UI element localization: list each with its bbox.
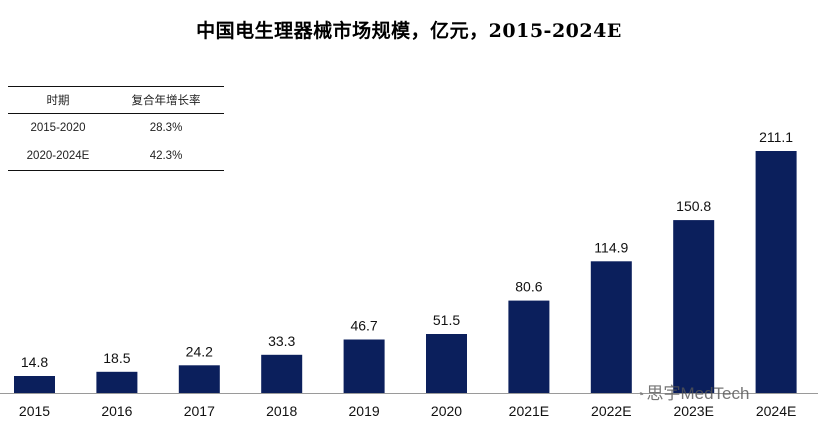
x-tick-label: 2016 bbox=[101, 403, 132, 419]
bar-value-label: 114.9 bbox=[594, 239, 628, 255]
cagr-table-row: 2020-2024E 42.3% bbox=[8, 142, 224, 171]
bar bbox=[14, 376, 55, 393]
bar-value-label: 14.8 bbox=[21, 354, 48, 370]
x-tick-label: 2020 bbox=[431, 403, 462, 419]
x-tick-label: 2024E bbox=[756, 403, 796, 419]
bar-value-label: 33.3 bbox=[268, 333, 295, 349]
bar bbox=[673, 220, 715, 393]
bar bbox=[508, 300, 550, 393]
bar bbox=[590, 261, 632, 393]
bar-value-label: 211.1 bbox=[759, 129, 793, 145]
bar bbox=[178, 365, 220, 393]
bar-value-label: 51.5 bbox=[433, 312, 460, 328]
bar bbox=[755, 151, 797, 393]
cagr-rate-cell: 28.3% bbox=[149, 122, 183, 134]
bar bbox=[96, 371, 138, 393]
x-tick-label: 2021E bbox=[509, 403, 549, 419]
cagr-header-period: 时期 bbox=[8, 86, 108, 114]
bar-value-label: 46.7 bbox=[350, 318, 377, 334]
x-tick-label: 2017 bbox=[184, 403, 215, 419]
wechat-icon: ◔ bbox=[636, 386, 645, 402]
x-tick-label: 2023E bbox=[673, 403, 713, 419]
watermark-text: 思宇MedTech bbox=[646, 384, 750, 403]
x-tick-label: 2018 bbox=[266, 403, 297, 419]
cagr-period-cell: 2020-2024E bbox=[8, 142, 108, 171]
cagr-table-row: 2015-2020 28.3% bbox=[8, 114, 224, 143]
bar-value-label: 24.2 bbox=[186, 343, 213, 359]
bar bbox=[426, 334, 467, 393]
bar-value-label: 150.8 bbox=[676, 198, 711, 214]
x-tick-label: 2019 bbox=[349, 403, 380, 419]
bar-value-label: 80.6 bbox=[515, 279, 542, 295]
cagr-period-cell: 2015-2020 bbox=[30, 122, 86, 134]
bar bbox=[343, 339, 385, 393]
bar-value-label: 18.5 bbox=[103, 350, 130, 366]
watermark: ◔ 思宇MedTech bbox=[636, 379, 749, 404]
cagr-rate-cell: 42.3% bbox=[108, 142, 224, 171]
x-tick-label: 2022E bbox=[591, 403, 631, 419]
cagr-table: 时期 复合年增长率 2015-2020 28.3% 2020-2024E 42.… bbox=[8, 86, 224, 171]
chart-title: 中国电生理器械市场规模，亿元，2015-2024E bbox=[196, 20, 622, 42]
cagr-header-rate: 复合年增长率 bbox=[108, 86, 224, 114]
cagr-table-header-row: 时期 复合年增长率 bbox=[8, 86, 224, 114]
bar bbox=[261, 354, 303, 393]
x-tick-label: 2015 bbox=[19, 403, 50, 419]
